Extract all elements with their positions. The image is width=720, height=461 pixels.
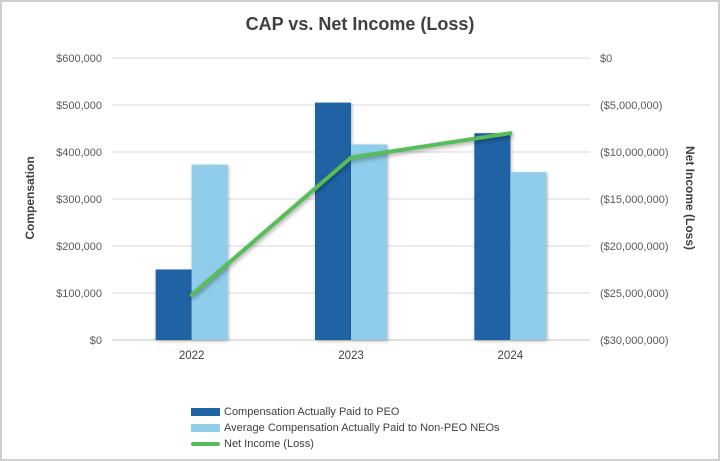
x-axis-label-2022: 2022 xyxy=(179,350,205,362)
bar-peo-2024 xyxy=(474,133,511,340)
legend-swatch-cap-nonpeo xyxy=(191,423,220,432)
right-axis-tick-label: ($20,000,000) xyxy=(600,241,669,253)
bar-nonpeo-2024 xyxy=(510,172,547,340)
legend-swatch-net-income xyxy=(191,441,220,446)
right-axis-tick-label: ($25,000,000) xyxy=(600,288,669,300)
net-income-line xyxy=(189,131,513,297)
left-axis-tick-label: $600,000 xyxy=(56,53,102,65)
right-axis-tick-label: $0 xyxy=(600,53,612,65)
left-axis-tick-label: $300,000 xyxy=(56,194,102,206)
legend-label-net-income: Net Income (Loss) xyxy=(224,437,314,450)
bar-peo-2022 xyxy=(155,269,192,340)
right-axis-tick-label: ($15,000,000) xyxy=(600,194,669,206)
right-axis-tick-label: ($30,000,000) xyxy=(600,335,669,347)
legend-label-cap-nonpeo: Average Compensation Actually Paid to No… xyxy=(224,421,500,434)
legend-item-net-income: Net Income (Loss) xyxy=(191,436,500,451)
legend: Compensation Actually Paid to PEO Averag… xyxy=(191,404,500,452)
bar-peo-2023 xyxy=(315,102,351,341)
left-axis-tick-label: $500,000 xyxy=(56,100,102,112)
left-axis-tick-label: $0 xyxy=(90,335,102,347)
left-axis-tick-label: $400,000 xyxy=(56,147,102,159)
legend-item-cap-nonpeo: Average Compensation Actually Paid to No… xyxy=(191,420,500,435)
left-axis-tick-label: $100,000 xyxy=(56,288,102,300)
left-axis-tick-label: $200,000 xyxy=(56,241,102,253)
right-axis-tick-label: ($5,000,000) xyxy=(600,100,662,112)
x-axis-label-2024: 2024 xyxy=(498,350,524,362)
chart-title: CAP vs. Net Income (Loss) xyxy=(245,14,475,34)
bar-nonpeo-2022 xyxy=(191,164,228,340)
legend-label-cap-peo: Compensation Actually Paid to PEO xyxy=(224,405,400,418)
legend-item-cap-peo: Compensation Actually Paid to PEO xyxy=(191,404,500,419)
right-axis-tick-label: ($10,000,000) xyxy=(600,147,669,159)
legend-swatch-cap-peo xyxy=(191,407,220,416)
bar-nonpeo-2023 xyxy=(351,144,387,340)
x-axis-label-2023: 2023 xyxy=(338,350,364,362)
